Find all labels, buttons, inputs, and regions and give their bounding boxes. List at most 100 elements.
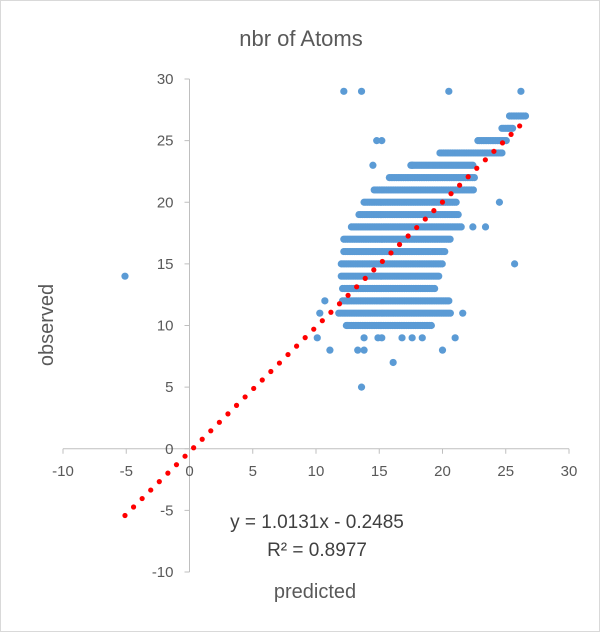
trendline-dot [405,233,411,239]
data-point [321,297,329,305]
y-tick-label: 20 [157,194,174,211]
data-point [457,223,465,231]
data-point [498,149,506,157]
trendline-dot [251,385,257,392]
trendline-dot [259,377,265,383]
trendline-equation: y = 1.0131x - 0.2485 [230,512,404,533]
trendline-dot [233,402,240,408]
trendline-dot [173,462,180,468]
data-point [360,334,368,342]
trendline-dot [199,436,205,442]
trendline-dot [431,208,437,214]
data-point [451,334,459,342]
data-point [369,161,377,169]
trendline-dot [122,512,128,519]
data-point [459,309,467,317]
x-tick-label: 20 [434,463,451,480]
data-point [438,260,446,268]
data-point [340,87,348,95]
x-axis-title: predicted [274,581,356,603]
y-tick-label: 30 [157,71,174,88]
trendline-dot [191,445,197,451]
y-tick-label: 0 [165,441,173,458]
data-point [373,137,381,145]
data-point [378,334,386,342]
data-point [431,284,439,293]
trendline [122,123,523,519]
data-point [427,321,435,330]
trendline-dot [448,191,454,197]
trendline-dot [216,419,222,425]
data-point [378,137,386,145]
y-axis-title: observed [36,284,58,366]
data-point [469,223,477,231]
data-point [445,87,453,95]
data-point [495,198,504,206]
data-point [452,198,460,206]
trendline-dot [422,216,428,222]
y-tick-label: -5 [160,502,173,519]
data-point [454,210,462,219]
trendline-dot [328,309,334,315]
trendline-dot [354,284,360,290]
axes [62,78,570,573]
data-point [316,309,324,317]
x-tick-labels: -10 -5 0 5 10 15 20 25 30 [52,463,577,480]
y-tick-label: 10 [157,318,174,335]
data-point [445,297,453,305]
trendline-dot [311,326,317,332]
trendline-dot [285,351,291,358]
x-tick-label: -10 [52,463,74,480]
trendline-r-squared: R² = 0.8977 [267,540,367,561]
x-tick-label: -5 [120,463,133,480]
x-tick-label: 30 [561,463,578,480]
trendline-dot [379,258,385,265]
data-point [389,358,397,367]
data-point [357,383,366,391]
trendline-dot [396,241,403,248]
data-point [344,297,352,305]
trendline-dot [474,165,480,171]
data-point [326,346,334,354]
trendline-dot [508,131,514,137]
trendline-dot [148,487,154,493]
data-point [481,223,490,231]
data-point [435,272,443,280]
y-tick-label: -10 [152,564,174,581]
trendline-dot [499,140,506,146]
trendline-dot [156,479,162,485]
chart-title: nbr of Atoms [239,26,363,51]
data-point [469,186,477,194]
data-point [398,334,406,342]
data-point [408,161,416,169]
data-point [354,346,362,354]
data-point [446,309,454,317]
trendline-dot [482,157,488,163]
y-tick-label: 25 [157,133,174,150]
data-point [418,334,426,342]
data-point [344,321,352,330]
trendline-dot [465,174,471,180]
y-tick-label: 5 [165,379,173,396]
trendline-dot [276,360,283,366]
trendline-dot [388,250,394,256]
data-point [313,334,321,342]
trendline-dot [268,368,274,375]
trendline-dot [517,123,523,129]
data-point [438,346,447,354]
trendline-dot [345,292,351,298]
trendline-dot [293,343,300,349]
trendline-dot [302,335,308,341]
x-tick-label: 10 [308,463,325,480]
data-point [446,235,454,243]
trendline-dot [371,267,377,273]
trendline-dot [182,453,188,459]
trendline-dot [208,428,214,434]
data-point [441,247,449,256]
data-point [517,87,525,95]
trendline-dot [336,301,343,307]
data-points [121,87,530,391]
trendline-dot [165,470,171,476]
